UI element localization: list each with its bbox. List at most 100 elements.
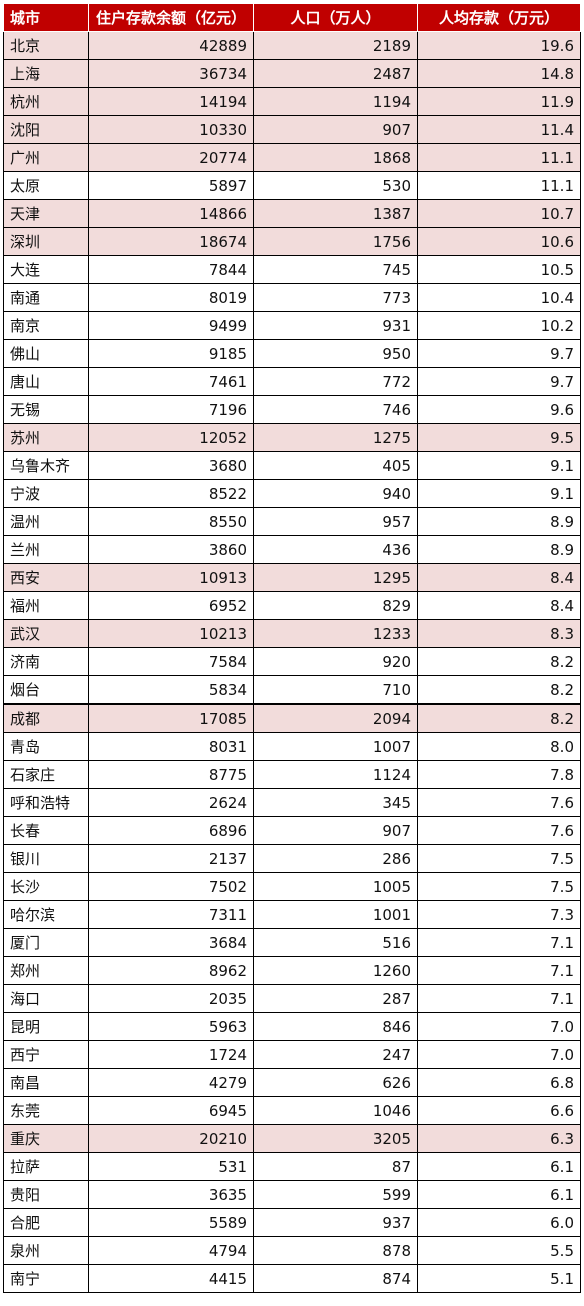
city-cell: 东莞 [3, 1096, 89, 1125]
header-per-capita: 人均存款（万元） [417, 3, 581, 32]
deposit-cell: 8031 [88, 732, 254, 761]
table-row: 南宁 4415 874 5.1 [3, 1264, 581, 1293]
table-row: 沈阳 10330 907 11.4 [3, 115, 581, 144]
population-cell: 2094 [253, 703, 418, 733]
population-cell: 1233 [253, 619, 418, 648]
deposit-cell: 7584 [88, 647, 254, 676]
per-capita-cell: 11.1 [417, 171, 581, 200]
population-cell: 1260 [253, 956, 418, 985]
per-capita-cell: 9.1 [417, 479, 581, 508]
deposit-cell: 12052 [88, 423, 254, 452]
deposit-cell: 6945 [88, 1096, 254, 1125]
population-cell: 287 [253, 984, 418, 1013]
deposit-cell: 7461 [88, 367, 254, 396]
population-cell: 1868 [253, 143, 418, 172]
per-capita-cell: 7.1 [417, 984, 581, 1013]
deposit-cell: 18674 [88, 227, 254, 256]
deposit-cell: 9499 [88, 311, 254, 340]
city-cell: 南通 [3, 283, 89, 312]
city-cell: 郑州 [3, 956, 89, 985]
city-cell: 杭州 [3, 87, 89, 116]
per-capita-cell: 6.8 [417, 1068, 581, 1097]
table-row: 上海 36734 2487 14.8 [3, 59, 581, 88]
deposit-cell: 7502 [88, 872, 254, 901]
table-row: 贵阳 3635 599 6.1 [3, 1180, 581, 1209]
table-row: 乌鲁木齐 3680 405 9.1 [3, 451, 581, 480]
table-body: 北京 42889 2189 19.6 上海 36734 2487 14.8 杭州 14194 119… [3, 31, 581, 1293]
population-cell: 1275 [253, 423, 418, 452]
table-row: 合肥 5589 937 6.0 [3, 1208, 581, 1237]
deposit-cell: 10213 [88, 619, 254, 648]
population-cell: 710 [253, 675, 418, 705]
deposit-cell: 6896 [88, 816, 254, 845]
header-city: 城市 [3, 3, 89, 32]
per-capita-cell: 7.0 [417, 1040, 581, 1069]
deposit-cell: 10913 [88, 563, 254, 592]
population-cell: 436 [253, 535, 418, 564]
per-capita-cell: 10.7 [417, 199, 581, 228]
table-row: 呼和浩特 2624 345 7.6 [3, 788, 581, 817]
population-cell: 829 [253, 591, 418, 620]
per-capita-cell: 11.9 [417, 87, 581, 116]
city-cell: 佛山 [3, 339, 89, 368]
per-capita-cell: 6.1 [417, 1152, 581, 1181]
per-capita-cell: 7.8 [417, 760, 581, 789]
population-cell: 957 [253, 507, 418, 536]
deposit-cell: 17085 [88, 703, 254, 733]
per-capita-cell: 7.5 [417, 872, 581, 901]
per-capita-cell: 7.1 [417, 928, 581, 957]
population-cell: 345 [253, 788, 418, 817]
per-capita-cell: 5.1 [417, 1264, 581, 1293]
table-row: 长沙 7502 1005 7.5 [3, 872, 581, 901]
per-capita-cell: 8.3 [417, 619, 581, 648]
table-row: 宁波 8522 940 9.1 [3, 479, 581, 508]
city-cell: 青岛 [3, 732, 89, 761]
deposit-cell: 6952 [88, 591, 254, 620]
city-cell: 南京 [3, 311, 89, 340]
table-row: 武汉 10213 1233 8.3 [3, 619, 581, 648]
per-capita-cell: 11.4 [417, 115, 581, 144]
deposit-cell: 5963 [88, 1012, 254, 1041]
table-row: 厦门 3684 516 7.1 [3, 928, 581, 957]
per-capita-cell: 7.6 [417, 788, 581, 817]
city-cell: 宁波 [3, 479, 89, 508]
population-cell: 2189 [253, 31, 418, 60]
table-row: 佛山 9185 950 9.7 [3, 339, 581, 368]
city-cell: 海口 [3, 984, 89, 1013]
deposit-cell: 14194 [88, 87, 254, 116]
deposit-cell: 3635 [88, 1180, 254, 1209]
city-cell: 长沙 [3, 872, 89, 901]
deposit-cell: 8522 [88, 479, 254, 508]
table-row: 南京 9499 931 10.2 [3, 311, 581, 340]
deposit-cell: 36734 [88, 59, 254, 88]
city-cell: 成都 [3, 703, 89, 733]
table-row: 兰州 3860 436 8.9 [3, 535, 581, 564]
city-cell: 乌鲁木齐 [3, 451, 89, 480]
city-cell: 银川 [3, 844, 89, 873]
table-row: 泉州 4794 878 5.5 [3, 1236, 581, 1265]
table-row: 无锡 7196 746 9.6 [3, 395, 581, 424]
table-row: 唐山 7461 772 9.7 [3, 367, 581, 396]
deposit-cell: 20210 [88, 1124, 254, 1153]
city-cell: 昆明 [3, 1012, 89, 1041]
city-cell: 西宁 [3, 1040, 89, 1069]
deposit-cell: 10330 [88, 115, 254, 144]
table-row: 石家庄 8775 1124 7.8 [3, 760, 581, 789]
deposit-cell: 2035 [88, 984, 254, 1013]
population-cell: 87 [253, 1152, 418, 1181]
per-capita-cell: 10.6 [417, 227, 581, 256]
per-capita-cell: 8.2 [417, 647, 581, 676]
per-capita-cell: 9.5 [417, 423, 581, 452]
population-cell: 516 [253, 928, 418, 957]
table-row: 重庆 20210 3205 6.3 [3, 1124, 581, 1153]
per-capita-cell: 7.1 [417, 956, 581, 985]
per-capita-cell: 6.6 [417, 1096, 581, 1125]
population-cell: 1756 [253, 227, 418, 256]
table-row: 烟台 5834 710 8.2 [3, 675, 581, 705]
city-cell: 拉萨 [3, 1152, 89, 1181]
city-cell: 重庆 [3, 1124, 89, 1153]
per-capita-cell: 8.2 [417, 703, 581, 733]
deposit-cell: 2624 [88, 788, 254, 817]
population-cell: 405 [253, 451, 418, 480]
deposit-cell: 4415 [88, 1264, 254, 1293]
